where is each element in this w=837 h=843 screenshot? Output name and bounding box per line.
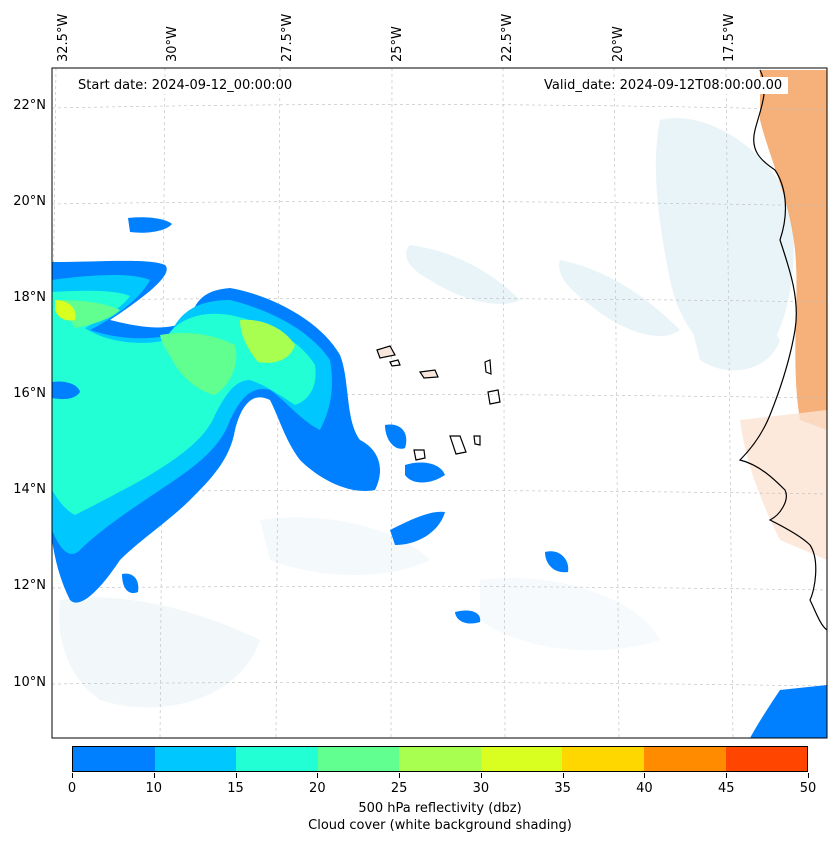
colorbar-tick-label: 0 <box>67 781 77 796</box>
colorbar-segment <box>73 747 155 771</box>
lat-label: 16°N <box>13 386 46 401</box>
lon-label: 27.5°W <box>280 13 295 62</box>
lon-label: 32.5°W <box>56 13 71 62</box>
colorbar-tick-label: 15 <box>227 781 244 796</box>
colorbar-tick <box>317 773 319 778</box>
lon-label: 25°W <box>390 26 405 62</box>
colorbar-tick <box>399 773 401 778</box>
colorbar-tick-label: 35 <box>554 781 571 796</box>
valid-date-label: Valid_date: 2024-09-12T08:00:00.00 <box>538 77 789 94</box>
colorbar-subtitle: Cloud cover (white background shading) <box>308 818 572 833</box>
colorbar-tick-label: 50 <box>799 781 817 796</box>
colorbar-tick-label: 25 <box>390 781 408 796</box>
colorbar-segment <box>154 747 237 771</box>
lat-label: 22°N <box>13 98 46 113</box>
colorbar-tick-label: 20 <box>309 781 326 796</box>
colorbar-tick-label: 30 <box>472 781 490 796</box>
colorbar-segment <box>236 747 318 771</box>
colorbar-tick <box>72 773 73 778</box>
colorbar-tick <box>480 773 482 778</box>
land-shading <box>740 70 827 560</box>
lon-label: 30°W <box>165 26 180 62</box>
colorbar-segment <box>725 747 808 771</box>
colorbar-tick <box>562 773 564 778</box>
colorbar-tick <box>153 773 155 778</box>
colorbar-segment <box>399 747 481 771</box>
colorbar-tick <box>726 773 728 778</box>
lon-label: 20°W <box>611 26 626 62</box>
colorbar-segment <box>562 747 644 771</box>
start-date-label: Start date: 2024-09-12_00:00:00 <box>72 77 299 94</box>
colorbar-tick-label: 10 <box>145 781 163 796</box>
colorbar-title: 500 hPa reflectivity (dbz) <box>358 801 522 816</box>
map-frame <box>51 67 828 739</box>
cloud-cover-shading <box>59 118 794 708</box>
reflectivity-contours <box>52 217 827 738</box>
colorbar-segment <box>643 747 726 771</box>
lon-label: 17.5°W <box>722 13 737 62</box>
coastline <box>376 69 827 631</box>
lat-label: 20°N <box>13 194 46 209</box>
lat-label: 12°N <box>13 578 46 593</box>
lat-label: 18°N <box>13 290 46 305</box>
colorbar-tick-label: 45 <box>717 781 735 796</box>
colorbar <box>72 746 808 772</box>
colorbar-tick <box>808 773 809 778</box>
colorbar-tick <box>235 773 237 778</box>
lat-label: 10°N <box>13 675 46 690</box>
colorbar-segment <box>317 747 400 771</box>
colorbar-tick-label: 40 <box>636 781 653 796</box>
lon-label: 22.5°W <box>500 13 515 62</box>
lat-label: 14°N <box>13 482 46 497</box>
colorbar-segment <box>480 747 563 771</box>
colorbar-tick <box>644 773 646 778</box>
